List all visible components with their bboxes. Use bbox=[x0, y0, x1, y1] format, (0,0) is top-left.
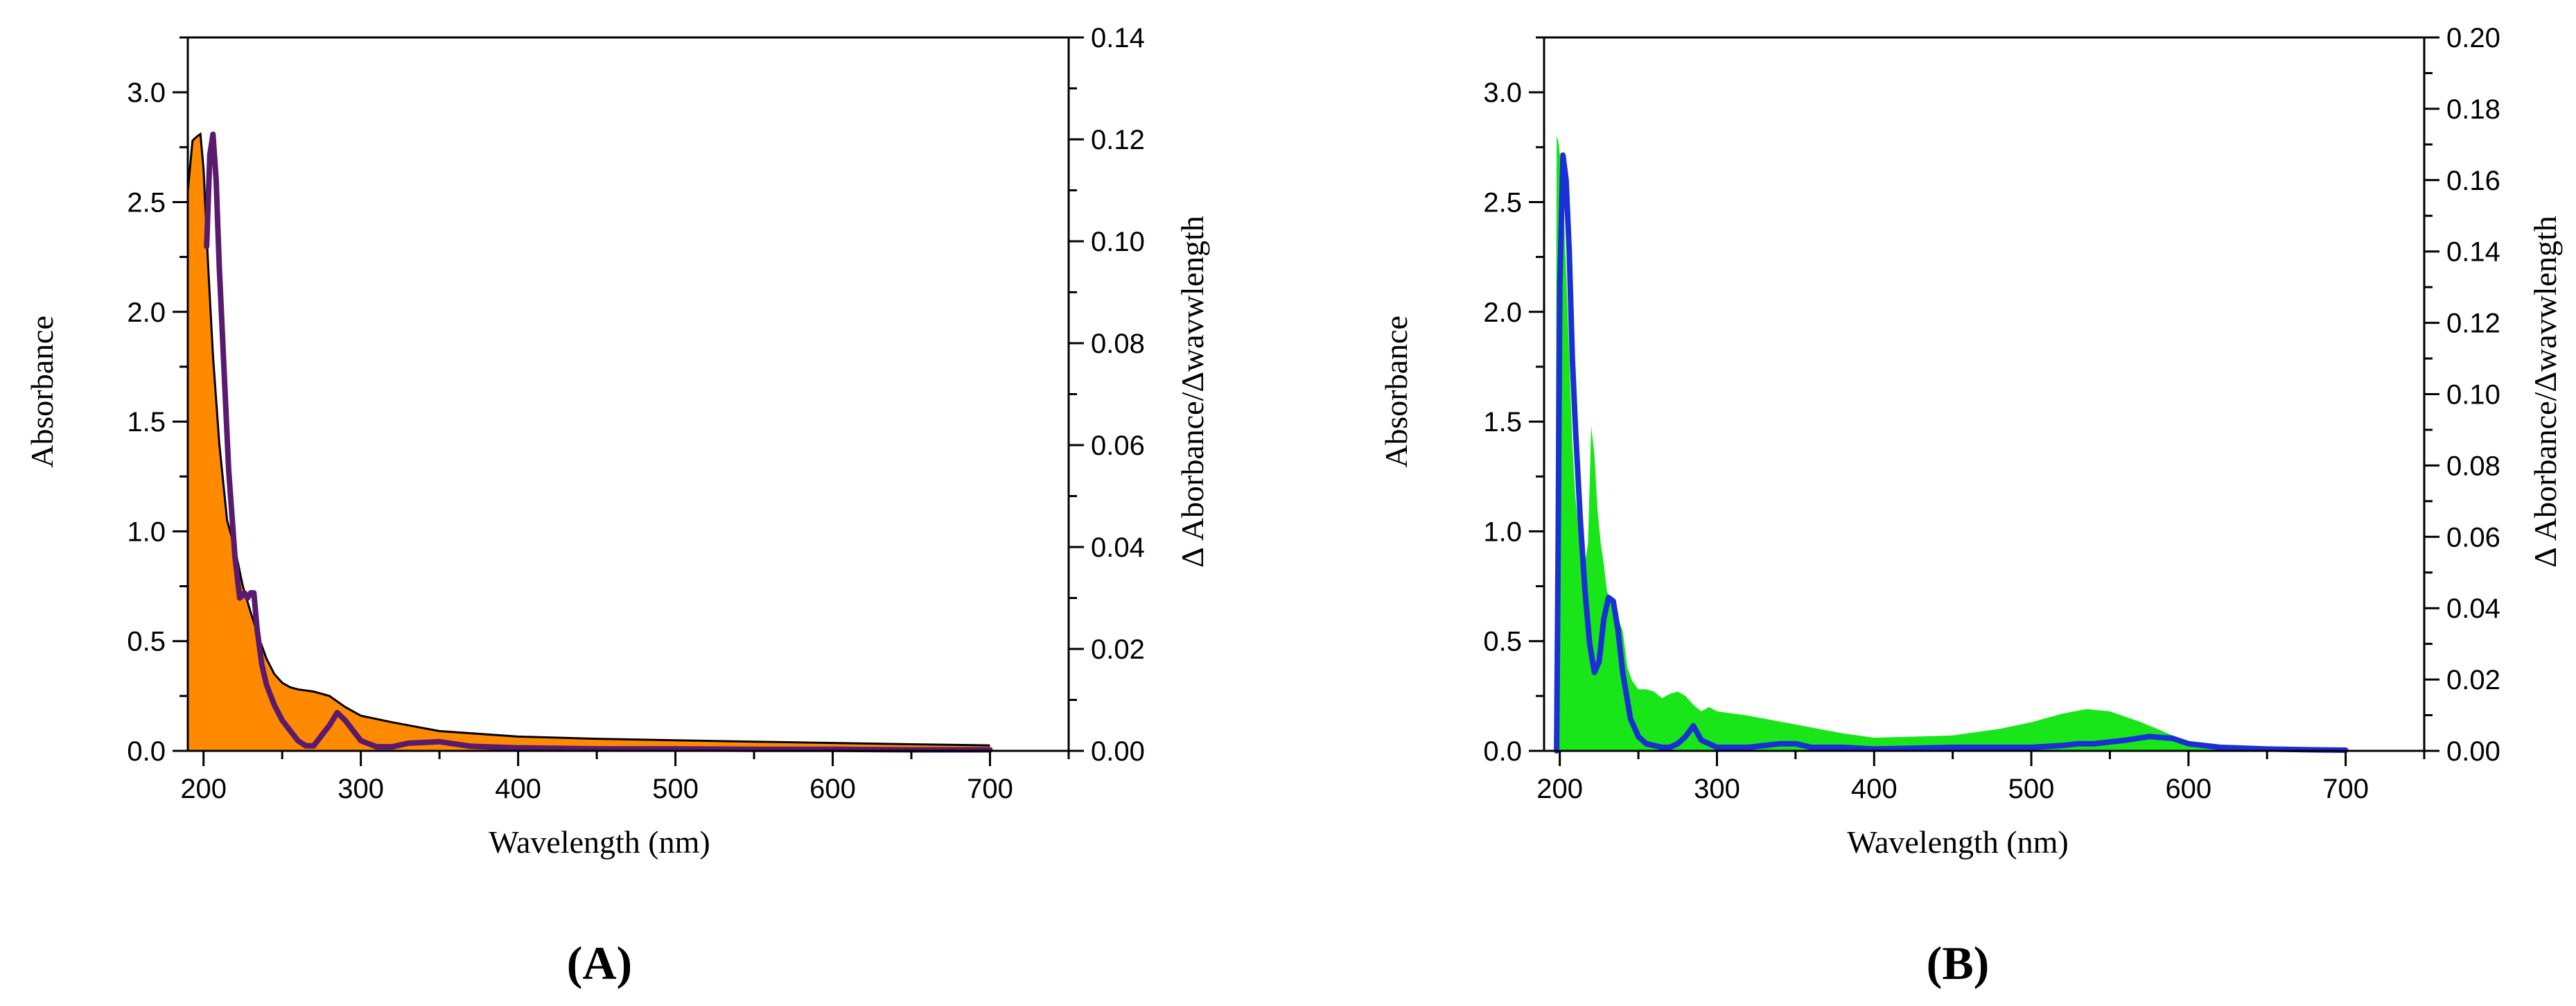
panel-b-y2-tick-label: 0.16 bbox=[2446, 166, 2500, 196]
panel-a-derivative-line bbox=[204, 131, 993, 753]
panel-a-y2-tick-label: 0.02 bbox=[1091, 634, 1145, 665]
panel-a-y2-tick-label: 0.10 bbox=[1091, 227, 1145, 257]
panel-b-y-tick-label: 0.5 bbox=[1483, 627, 1522, 657]
panel-b-plot-area bbox=[1554, 136, 2349, 754]
panel-a-label-letter: A bbox=[582, 937, 616, 989]
panel-b-x-tick-label: 700 bbox=[2322, 774, 2369, 804]
panel-b-label-paren-close: ) bbox=[1974, 937, 1990, 989]
panel-a-frame bbox=[186, 36, 1070, 752]
panel-a-y-tick-label: 1.5 bbox=[127, 407, 166, 437]
panel-a-x-tick-label: 300 bbox=[338, 774, 384, 804]
panel-a-label-paren-open: ( bbox=[567, 937, 583, 989]
panel-b-y2-tick-label: 0.02 bbox=[2446, 665, 2500, 695]
panel-b-y2-tick-label: 0.12 bbox=[2446, 309, 2500, 339]
panel-a-y-tick-label: 1.0 bbox=[127, 517, 166, 547]
panel-a-y2-tick-label: 0.08 bbox=[1091, 329, 1145, 359]
panel-a-x-tick-label: 200 bbox=[180, 774, 227, 804]
panel-a-y-axis-title: Absorbance bbox=[24, 315, 60, 468]
panel-b-absorbance-area bbox=[1554, 136, 2346, 751]
panel-a-y2-axis-title: Δ Aborbance/Δwavwlength bbox=[1175, 216, 1210, 568]
panel-b-y-tick-label: 0.0 bbox=[1483, 736, 1522, 767]
panel-b-y-tick-label: 2.5 bbox=[1483, 187, 1522, 218]
panel-a-x-tick-label: 600 bbox=[809, 774, 856, 804]
panel-a-axes: 200 300 400 500 600 700 0.0 0.5 1.0 1.5 2.0 2.5 3.0 0… bbox=[127, 23, 1144, 804]
panel-b-y-tick-label: 3.0 bbox=[1483, 78, 1522, 108]
panel-b-y2-axis-title: Δ Aborbance/Δwavwlength bbox=[2527, 216, 2563, 568]
panel-a-label: (A) bbox=[567, 937, 632, 989]
panel-b-y2-tick-label: 0.08 bbox=[2446, 451, 2500, 481]
panel-b-x-axis-title: Wavelength (nm) bbox=[1847, 824, 2068, 860]
panel-a-plot-area bbox=[186, 131, 993, 753]
panel-b-x-tick-label: 600 bbox=[2165, 774, 2211, 804]
panel-a-label-paren-close: ) bbox=[617, 937, 633, 989]
panel-a-y-tick-label: 0.5 bbox=[127, 627, 166, 657]
panel-b-x-tick-label: 400 bbox=[1851, 774, 1898, 804]
panel-b-label-paren-open: ( bbox=[1927, 937, 1943, 989]
panel-b-x-tick-label: 200 bbox=[1536, 774, 1583, 804]
panel-b-x-tick-label: 300 bbox=[1694, 774, 1740, 804]
panel-a-x-tick-label: 500 bbox=[652, 774, 699, 804]
panel-b-y-tick-label: 1.0 bbox=[1483, 517, 1522, 547]
panel-b-y2-tick-label: 0.14 bbox=[2446, 237, 2500, 268]
panel-b-y2-tick-label: 0.00 bbox=[2446, 736, 2500, 767]
panel-b-frame bbox=[1543, 36, 2426, 752]
panel-b-y2-tick-label: 0.06 bbox=[2446, 522, 2500, 553]
panel-b-label: (B) bbox=[1927, 937, 1990, 989]
panel-b-y2-tick-label: 0.18 bbox=[2446, 94, 2500, 125]
panel-b-derivative-line bbox=[1554, 152, 2349, 754]
panel-a-y2-tick-label: 0.06 bbox=[1091, 431, 1145, 461]
panel-a-y2-tick-label: 0.14 bbox=[1091, 23, 1145, 53]
panel-a-y-tick-label: 2.5 bbox=[127, 187, 166, 218]
panel-a-y-tick-label: 2.0 bbox=[127, 297, 166, 328]
panel-a: 200 300 400 500 600 700 0.0 0.5 1.0 1.5 2.0 2.5 3.0 0… bbox=[24, 23, 1210, 989]
panel-a-y-tick-label: 3.0 bbox=[127, 78, 166, 108]
panel-a-y2-tick-label: 0.04 bbox=[1091, 532, 1145, 563]
panel-a-y-tick-label: 0.0 bbox=[127, 736, 166, 767]
panel-a-absorbance-outline bbox=[186, 132, 990, 747]
panel-a-y2-tick-label: 0.12 bbox=[1091, 125, 1145, 155]
panel-b-axes: 200 300 400 500 600 700 0.0 0.5 1.0 1.5 2.0 2.5 3.0 0… bbox=[1483, 23, 2500, 804]
panel-b-y2-tick-label: 0.04 bbox=[2446, 593, 2500, 624]
panel-b-x-tick-label: 500 bbox=[2008, 774, 2055, 804]
panel-a-y2-tick-label: 0.00 bbox=[1091, 736, 1145, 767]
panel-b-y-axis-title: Absorbance bbox=[1378, 315, 1414, 468]
panel-b-y2-tick-label: 0.20 bbox=[2446, 23, 2500, 53]
panel-b-y-tick-label: 1.5 bbox=[1483, 407, 1522, 437]
panel-a-absorbance-area bbox=[188, 134, 990, 752]
panel-b-label-letter: B bbox=[1942, 937, 1973, 989]
panel-b-y2-tick-label: 0.10 bbox=[2446, 380, 2500, 410]
panel-b-y-tick-label: 2.0 bbox=[1483, 297, 1522, 328]
panel-a-x-tick-label: 400 bbox=[495, 774, 541, 804]
panel-b: 200 300 400 500 600 700 0.0 0.5 1.0 1.5 2.0 2.5 3.0 0… bbox=[1378, 23, 2563, 989]
panel-a-x-tick-label: 700 bbox=[967, 774, 1013, 804]
panel-a-x-axis-title: Wavelength (nm) bbox=[489, 824, 710, 860]
